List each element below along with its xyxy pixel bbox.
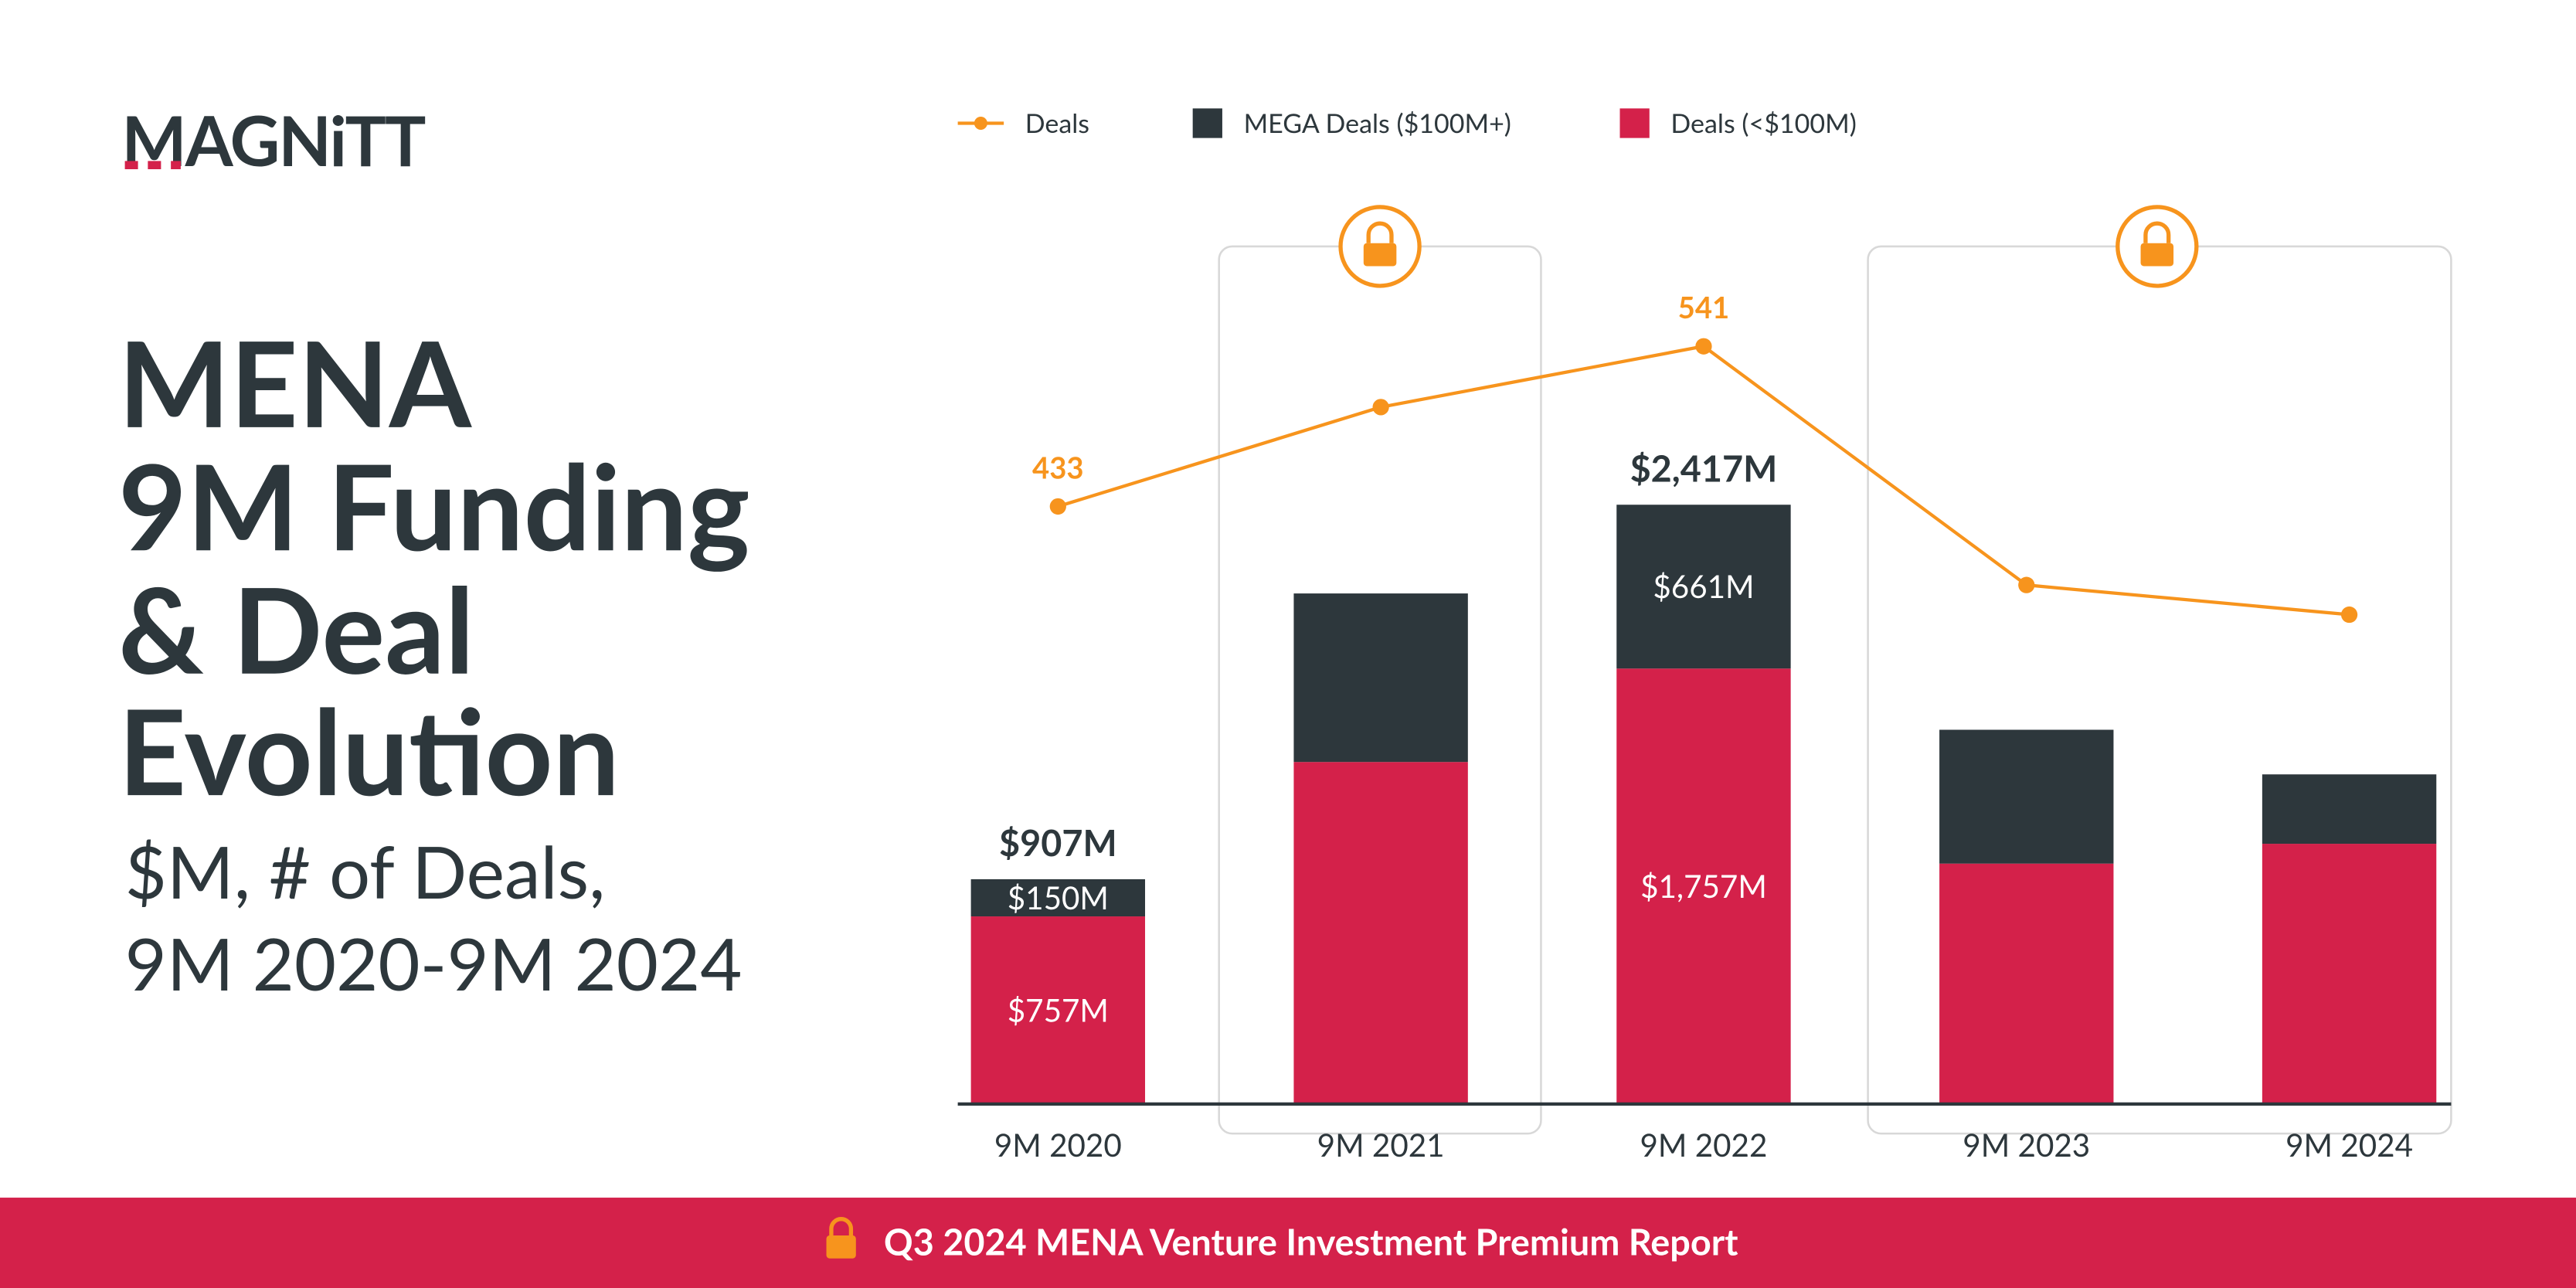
- title-line: Evolution: [118, 678, 620, 821]
- x-tick-label: 9M 2021: [1317, 1126, 1445, 1164]
- deals-point: [1372, 399, 1389, 416]
- bar-value-label: $757M: [1008, 991, 1109, 1028]
- subtitle-line: 9M 2020-9M 2024: [125, 919, 743, 1006]
- legend-dot: [974, 116, 987, 130]
- bar-segment: [1293, 593, 1468, 763]
- x-tick-label: 9M 2020: [994, 1126, 1122, 1164]
- footer-lock: [826, 1217, 856, 1259]
- deals-point: [2340, 606, 2358, 624]
- subtitle-line: $M, # of Deals,: [125, 828, 606, 914]
- logo: MAGNiTT: [121, 99, 426, 182]
- bar-segment: [1939, 729, 2114, 864]
- title: MENA 9M Funding & Deal Evolution: [118, 311, 750, 821]
- bar-segment: [1616, 668, 1791, 1104]
- lock-badge: [2116, 205, 2199, 288]
- title-line: MENA: [118, 311, 473, 453]
- lock-badge: [1338, 205, 1422, 288]
- deals-label: 433: [1032, 450, 1084, 485]
- legend-label: Deals: [1025, 107, 1089, 139]
- legend-label: MEGA Deals ($100M+): [1244, 107, 1511, 139]
- x-tick-label: 9M 2024: [2285, 1126, 2413, 1164]
- footer-text: Q3 2024 MENA Venture Investment Premium …: [884, 1219, 1738, 1263]
- legend-label: Deals (<$100M): [1670, 107, 1856, 139]
- bar-segment: [970, 878, 1146, 917]
- deals-point: [1695, 338, 1712, 355]
- bar-segment: [2262, 844, 2437, 1104]
- total-label: $907M: [999, 821, 1117, 864]
- x-tick-label: 9M 2023: [1963, 1126, 2090, 1164]
- x-tick-label: 9M 2022: [1640, 1126, 1767, 1164]
- bar-value-label: $150M: [1008, 878, 1109, 916]
- total-label: $2,417M: [1630, 446, 1778, 489]
- title-line: 9M Funding: [118, 433, 750, 576]
- logo-dots: [124, 161, 181, 170]
- bar-segment: [2262, 774, 2437, 845]
- bar-value-label: $661M: [1653, 567, 1754, 605]
- subtitle: $M, # of Deals, 9M 2020-9M 2024: [125, 828, 743, 1006]
- bar-segment: [1939, 863, 2114, 1104]
- legend-swatch: [1192, 108, 1222, 138]
- bar-segment: [1293, 762, 1468, 1104]
- title-line: & Deal: [118, 557, 474, 699]
- deals-point: [2018, 576, 2035, 593]
- deals-label: 541: [1678, 290, 1730, 325]
- deals-point: [1049, 498, 1066, 515]
- plot: Deals MEGA Deals ($100M+) Deals (<$100M) 9M…: [957, 107, 2437, 1164]
- footer-band: [0, 1198, 2576, 1288]
- bar-segment: [1616, 505, 1791, 669]
- bar-segment: [970, 916, 1146, 1104]
- legend-swatch: [1619, 108, 1650, 138]
- bar-value-label: $1,757M: [1640, 867, 1767, 905]
